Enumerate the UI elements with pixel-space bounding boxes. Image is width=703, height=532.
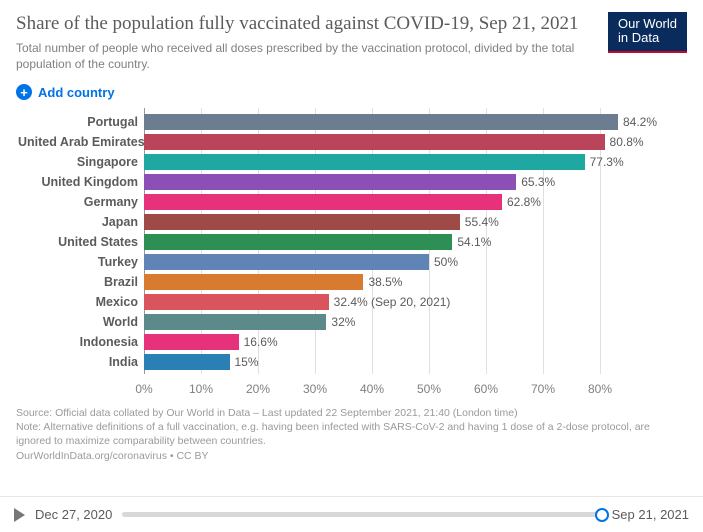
- bar[interactable]: [144, 294, 329, 310]
- bar-row: United States54.1%: [144, 232, 657, 252]
- add-country-button[interactable]: + Add country: [16, 84, 115, 100]
- page-title: Share of the population fully vaccinated…: [16, 12, 596, 36]
- bar-row: Mexico32.4% (Sep 20, 2021): [144, 292, 657, 312]
- bar[interactable]: [144, 114, 618, 130]
- bar-value-label: 15%: [230, 355, 259, 369]
- bar-label[interactable]: Japan: [18, 215, 144, 229]
- bar-row: Brazil38.5%: [144, 272, 657, 292]
- bar-row: Portugal84.2%: [144, 112, 657, 132]
- bar-value-label: 77.3%: [585, 155, 624, 169]
- bar[interactable]: [144, 194, 502, 210]
- bar-value-label: 50%: [429, 255, 458, 269]
- x-tick-label: 20%: [246, 382, 270, 396]
- bar-value-label: 62.8%: [502, 195, 541, 209]
- x-tick-label: 0%: [135, 382, 152, 396]
- bar-value-label: 80.8%: [605, 135, 644, 149]
- bar[interactable]: [144, 154, 585, 170]
- x-tick-label: 10%: [189, 382, 213, 396]
- x-tick-label: 60%: [474, 382, 498, 396]
- bar-row: United Arab Emirates80.8%: [144, 132, 657, 152]
- x-tick-label: 70%: [531, 382, 555, 396]
- bar-row: Turkey50%: [144, 252, 657, 272]
- bar-value-label: 16.6%: [239, 335, 278, 349]
- bar-label[interactable]: Portugal: [18, 115, 144, 129]
- bar[interactable]: [144, 334, 239, 350]
- owid-logo: Our World in Data: [608, 12, 687, 53]
- bar-row: United Kingdom65.3%: [144, 172, 657, 192]
- x-tick-label: 80%: [588, 382, 612, 396]
- timeline: Dec 27, 2020 Sep 21, 2021: [0, 496, 703, 532]
- add-country-label: Add country: [38, 85, 115, 100]
- x-tick-label: 30%: [303, 382, 327, 396]
- source-text: Source: Official data collated by Our Wo…: [16, 406, 687, 463]
- bar-label[interactable]: United Kingdom: [18, 175, 144, 189]
- bar-row: Indonesia16.6%: [144, 332, 657, 352]
- play-button[interactable]: [14, 508, 25, 522]
- bar-value-label: 65.3%: [516, 175, 555, 189]
- bar[interactable]: [144, 274, 363, 290]
- bar-value-label: 32%: [326, 315, 355, 329]
- bar[interactable]: [144, 234, 452, 250]
- bar-value-label: 84.2%: [618, 115, 657, 129]
- x-tick-label: 40%: [360, 382, 384, 396]
- bar[interactable]: [144, 134, 605, 150]
- bar-label[interactable]: United Arab Emirates: [18, 135, 144, 149]
- bar-label[interactable]: Brazil: [18, 275, 144, 289]
- bar-row: Japan55.4%: [144, 212, 657, 232]
- bar-label[interactable]: World: [18, 315, 144, 329]
- bar-row: World32%: [144, 312, 657, 332]
- bar-row: India15%: [144, 352, 657, 372]
- timeline-track[interactable]: [122, 512, 601, 517]
- bar-value-label: 54.1%: [452, 235, 491, 249]
- timeline-end-date[interactable]: Sep 21, 2021: [612, 507, 689, 522]
- bar-label[interactable]: India: [18, 355, 144, 369]
- bar-chart: 0%10%20%30%40%50%60%70%80% Portugal84.2%…: [144, 108, 657, 396]
- timeline-knob[interactable]: [595, 508, 609, 522]
- bar[interactable]: [144, 314, 326, 330]
- bar-label[interactable]: Turkey: [18, 255, 144, 269]
- bar-row: Germany62.8%: [144, 192, 657, 212]
- timeline-start-date[interactable]: Dec 27, 2020: [35, 507, 112, 522]
- bar-label[interactable]: Germany: [18, 195, 144, 209]
- bar-label[interactable]: United States: [18, 235, 144, 249]
- bar-label[interactable]: Singapore: [18, 155, 144, 169]
- bar-value-label: 38.5%: [363, 275, 402, 289]
- bar-row: Singapore77.3%: [144, 152, 657, 172]
- bar[interactable]: [144, 354, 230, 370]
- bar[interactable]: [144, 214, 460, 230]
- x-tick-label: 50%: [417, 382, 441, 396]
- bar-value-label: 32.4% (Sep 20, 2021): [329, 295, 451, 309]
- plus-icon: +: [16, 84, 32, 100]
- page-subtitle: Total number of people who received all …: [16, 40, 596, 72]
- bar[interactable]: [144, 174, 516, 190]
- bar[interactable]: [144, 254, 429, 270]
- bar-label[interactable]: Indonesia: [18, 335, 144, 349]
- bar-label[interactable]: Mexico: [18, 295, 144, 309]
- bar-value-label: 55.4%: [460, 215, 499, 229]
